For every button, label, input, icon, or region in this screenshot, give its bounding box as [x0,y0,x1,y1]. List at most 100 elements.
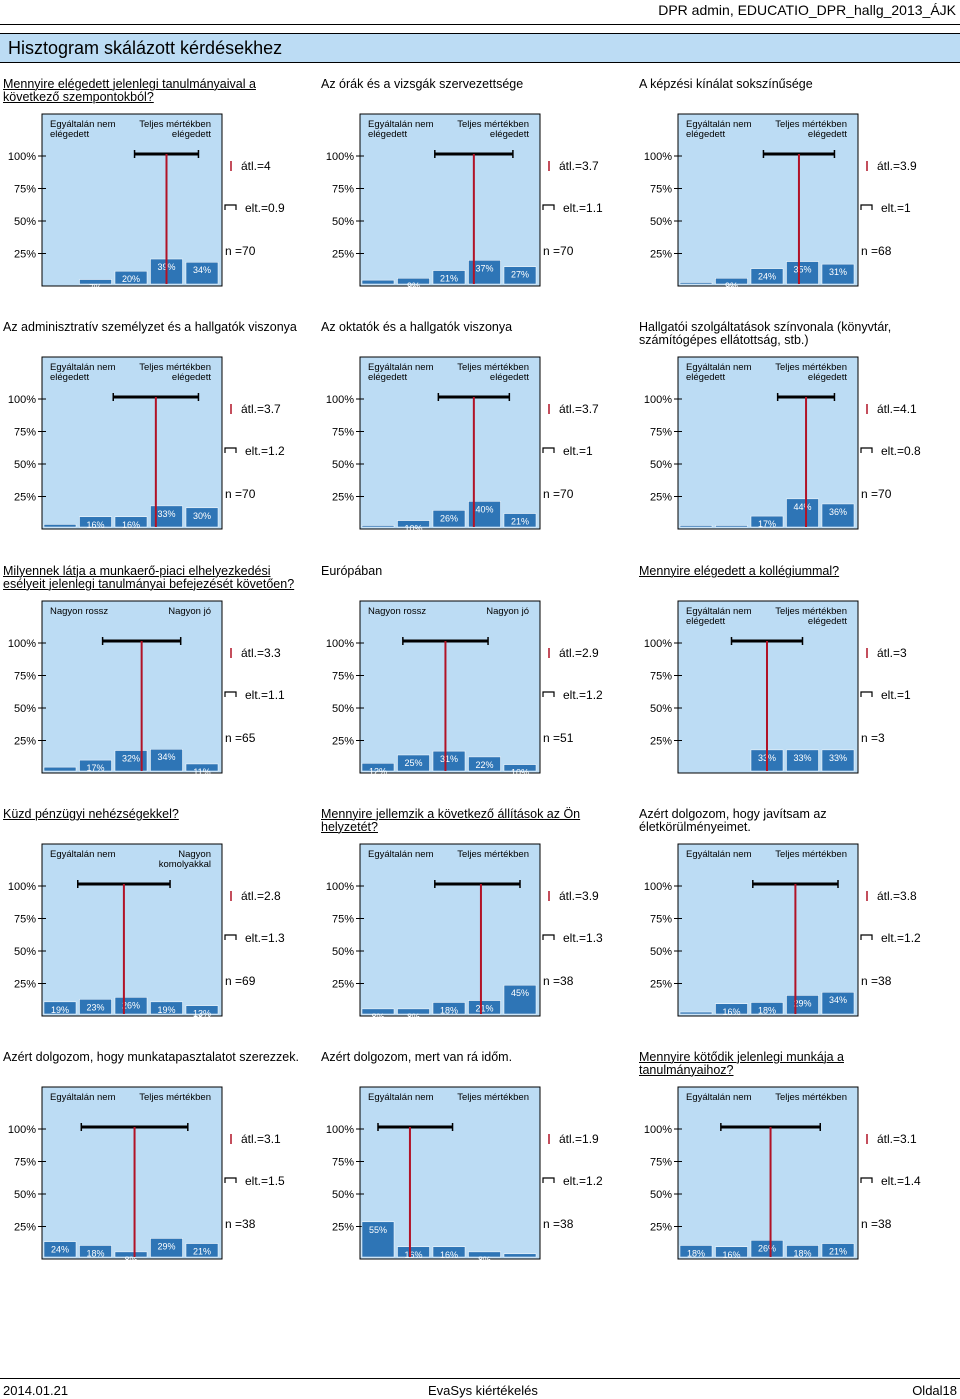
histogram-bar [468,756,501,772]
histogram-bar [503,513,537,528]
y-tick-label: 75% [14,427,36,439]
bar-value-label: 18% [440,1005,458,1015]
deviation-text: elt.=1.5 [245,1174,285,1188]
chart-panel [359,356,541,530]
y-tick-label: 50% [650,703,672,715]
y-tick-label: 25% [332,1222,354,1234]
y-tick-label: 25% [650,979,672,991]
y-tick-label: 50% [14,946,36,958]
histogram-bar [468,1251,501,1258]
y-tick-label: 75% [14,1157,36,1169]
bar-value-label: 34% [193,265,211,275]
scale-right-label: Teljes mértékben elégedett [775,362,847,383]
histogram-cell: Mennyire elégedett jelenlegi tanulmányai… [0,78,318,293]
histogram-bar [821,749,855,772]
histogram-chart: Egyáltalán nem Teljes mértékben 100% 75% 50%… [644,1086,921,1260]
bar-value-label: 16% [122,520,140,530]
histogram-bar [715,1246,748,1258]
histogram-bar [361,763,395,772]
bar-value-label: 9% [725,281,738,291]
mean-text: átl.=2.9 [559,646,599,660]
scale-left-label: Egyáltalán nem elégedett [686,362,752,383]
y-tick-label: 100% [8,881,36,893]
y-tick-label: 75% [650,1157,672,1169]
deviation-text: elt.=1.3 [245,931,285,945]
y-tick-label: 100% [326,881,354,893]
n-text: n =70 [225,487,256,501]
deviation-marker [542,691,555,697]
y-tick-label: 100% [326,151,354,163]
bar-value-label: 33% [157,509,175,519]
histogram-bar [468,1000,501,1015]
header-divider [0,24,960,25]
deviation-marker [224,447,237,453]
n-text: n =51 [543,731,574,745]
histogram-cell: Hallgatói szolgáltatások színvonala (kön… [636,321,954,536]
bar-value-label: 10% [404,524,422,534]
n-text: n =70 [225,244,256,258]
histogram-chart: Egyáltalán nem elégedett Teljes mértékben e… [644,600,911,774]
histogram-bar [786,749,819,772]
scale-right-label: Teljes mértékben [775,1092,847,1103]
chart-panel [41,356,223,530]
histogram-cell: Küzd pénzügyi nehézségekkel? Egyáltalán n… [0,808,318,1023]
y-tick-label: 25% [332,736,354,748]
bar-value-label: 8% [478,1255,491,1265]
bar-value-label: 22% [475,760,493,770]
y-tick-label: 50% [14,703,36,715]
scale-right-label: Teljes mértékben elégedett [775,119,847,140]
scale-right-label: Nagyon jó [486,606,529,617]
y-tick-label: 100% [326,638,354,650]
histogram-chart: Egyáltalán nem elégedett Teljes mértékben e… [326,356,599,534]
bar-value-label: 8% [407,1012,420,1022]
bar-value-label: 21% [475,1004,493,1014]
scale-left-label: Egyáltalán nem [50,1092,116,1103]
bar-value-label: 23% [86,1002,104,1012]
n-text: n =3 [861,731,885,745]
bar-value-label: 10% [511,768,529,778]
histogram-chart: Egyáltalán nem Teljes mértékben 100% 75% 50%… [326,843,603,1022]
scale-left-label: Egyáltalán nem elégedett [686,606,752,627]
question-title: Mennyire elégedett jelenlegi tanulmányai… [3,77,256,104]
histogram-bar [114,516,148,528]
histogram-chart: Egyáltalán nem elégedett Teljes mértékben e… [326,113,603,291]
histogram-cell: Az órák és a vizsgák szervezettsége Egyál… [318,78,636,293]
y-tick-label: 75% [14,914,36,926]
bar-value-label: 55% [369,1225,387,1235]
question-title: Azért dolgozom, hogy munkatapasztalatot … [3,1050,299,1064]
y-tick-label: 75% [332,914,354,926]
histogram-chart: Egyáltalán nem Teljes mértékben 100% 75% 50%… [644,843,921,1017]
mean-text: átl.=3.1 [241,1132,281,1146]
histogram-bar [114,1251,148,1258]
histogram-chart: Egyáltalán nem Nagyon komolyakkal 100% 75% 50… [8,843,285,1019]
y-tick-label: 25% [14,979,36,991]
histogram-cell: Az adminisztratív személyzet és a hallga… [0,321,318,536]
y-tick-label: 75% [650,184,672,196]
n-text: n =69 [225,974,256,988]
histogram-bar [150,505,183,528]
bar-value-label: 9% [407,281,420,291]
mean-text: átl.=3.7 [559,159,599,173]
bar-value-label: 26% [440,513,458,523]
bar-value-label: 29% [793,998,811,1008]
bar-value-label: 26% [122,1000,140,1010]
y-tick-label: 50% [14,459,36,471]
bar-value-label: 18% [758,1005,776,1015]
deviation-text: elt.=0.9 [245,201,285,215]
deviation-text: elt.=1.2 [563,1174,603,1188]
y-tick-label: 100% [8,151,36,163]
deviation-text: elt.=1.2 [881,931,921,945]
bar-value-label: 16% [404,1250,422,1260]
deviation-text: elt.=1.3 [563,931,603,945]
n-text: n =38 [543,1217,574,1231]
y-tick-label: 75% [650,427,672,439]
scale-left-label: Nagyon rossz [368,606,426,617]
bar-value-label: 12% [369,766,387,776]
question-title: Mennyire jellemzik a következő állítások… [321,807,581,834]
histogram-bar [185,261,219,285]
bar-value-label: 27% [511,270,529,280]
histogram-bar [503,984,537,1015]
scale-left-label: Egyáltalán nem elégedett [50,362,116,383]
deviation-text: elt.=1.1 [245,688,285,702]
mean-text: átl.=2.8 [241,889,281,903]
